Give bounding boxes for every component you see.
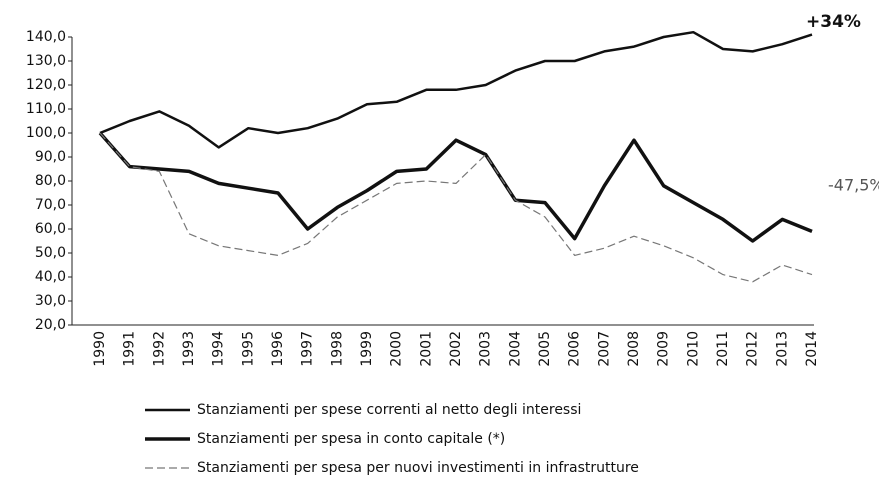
y-tick-label: 20,0 [35,317,66,333]
x-tick-label: 2003 [478,331,494,367]
x-tick-label: 1995 [240,331,256,367]
annotation: -47,5% [828,176,879,195]
x-tick-label: 2007 [596,331,612,367]
y-tick-label: 50,0 [35,245,66,261]
legend-label: Stanziamenti per spesa in conto capitale… [197,431,505,447]
y-tick-label: 70,0 [35,197,66,213]
legend-label: Stanziamenti per spesa per nuovi investi… [197,460,639,476]
x-tick-label: 1998 [329,331,345,367]
x-tick-label: 1993 [181,331,197,367]
x-tick-label: 2004 [507,331,523,367]
y-tick-label: 110,0 [26,101,66,117]
x-tick-label: 1991 [122,331,138,367]
x-tick-label: 2010 [685,331,701,367]
x-tick-label: 2005 [537,331,553,367]
annotation: +34% [806,12,861,32]
x-tick-label: 2000 [389,331,405,367]
y-tick-label: 30,0 [35,293,66,309]
y-tick-label: 140,0 [26,29,66,45]
series-line [99,30,813,149]
y-tick-label: 40,0 [35,269,66,285]
x-tick-label: 2008 [626,331,642,367]
x-tick-label: 2013 [774,331,790,367]
x-tick-label: 2009 [656,331,672,367]
series-line [98,131,813,243]
y-tick-label: 90,0 [35,149,66,165]
x-tick-label: 1999 [359,331,375,367]
x-tick-label: 2012 [745,331,761,367]
y-tick-label: 60,0 [35,221,66,237]
series-line [99,132,813,283]
x-tick-label: 1996 [270,331,286,367]
y-tick-label: 100,0 [26,125,66,141]
x-tick-label: 2011 [715,331,731,367]
x-tick-label: 1994 [211,331,227,367]
x-tick-label: 2014 [804,331,820,367]
x-tick-label: 1992 [151,331,167,367]
x-tick-label: 1997 [300,331,316,367]
y-tick-label: 130,0 [26,53,66,69]
x-tick-label: 2002 [448,331,464,367]
x-tick-label: 2001 [418,331,434,367]
x-tick-label: 1990 [92,331,108,367]
y-tick-label: 120,0 [26,77,66,93]
y-tick-label: 80,0 [35,173,66,189]
legend-label: Stanziamenti per spese correnti al netto… [197,402,581,418]
x-tick-label: 2006 [567,331,583,367]
